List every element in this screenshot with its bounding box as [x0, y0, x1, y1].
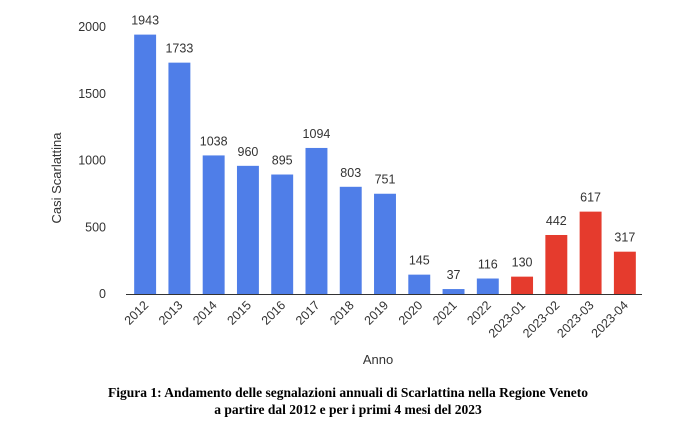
x-tick-label-2017: 2017 — [293, 298, 323, 328]
y-axis: 0 500 1000 1500 2000 — [78, 20, 106, 301]
data-label-2023-03: 617 — [580, 191, 601, 205]
x-axis-title: Anno — [363, 352, 393, 367]
data-label-2022: 116 — [478, 258, 498, 272]
y-tick-label: 1500 — [78, 87, 106, 101]
x-tick-label-2021: 2021 — [430, 298, 460, 328]
data-label-2023-02: 442 — [546, 214, 567, 228]
bar-2012 — [134, 34, 157, 295]
x-tick-label-2015: 2015 — [224, 298, 254, 328]
y-tick-label: 0 — [99, 287, 106, 301]
x-tick-label-2013: 2013 — [156, 298, 186, 328]
y-tick-label: 500 — [85, 220, 106, 234]
value-labels-group: 1943 1733 1038 960 895 1094 803 751 145 37 116 130 4… — [131, 14, 635, 282]
figure-caption: Figura 1: Andamento delle segnalazioni a… — [0, 384, 696, 418]
data-label-2020: 145 — [409, 254, 430, 268]
data-label-2023-01: 130 — [512, 256, 533, 270]
data-label-2013: 1733 — [165, 42, 193, 56]
x-tick-label-2018: 2018 — [327, 298, 357, 328]
bar-2021 — [442, 289, 465, 294]
bar-2013 — [168, 62, 191, 294]
bar-chart-svg: 0 500 1000 1500 2000 1943 1733 1038 960 895 1094 8… — [49, 14, 642, 367]
data-label-2019: 751 — [375, 173, 396, 187]
x-tick-label-2023-01: 2023-01 — [486, 298, 528, 340]
bar-2023-04 — [613, 251, 636, 294]
bar-2020 — [408, 274, 431, 294]
data-label-2015: 960 — [238, 145, 259, 159]
data-label-2017: 1094 — [303, 127, 331, 141]
x-tick-labels-group: 2012 2013 2014 2015 2016 2017 2018 2019 2020 2021… — [122, 298, 631, 340]
y-tick-label: 1000 — [78, 154, 106, 168]
y-axis-title: Casi Scarlattina — [49, 132, 64, 224]
bar-2015 — [236, 165, 259, 294]
x-tick-label-2016: 2016 — [259, 298, 289, 328]
bar-2018 — [339, 186, 362, 294]
x-tick-label-2023-03: 2023-03 — [554, 298, 596, 340]
bars-group — [134, 34, 636, 295]
bar-2017 — [305, 147, 328, 294]
bar-2014 — [202, 155, 225, 294]
data-label-2023-04: 317 — [614, 231, 635, 245]
x-tick-label-2022: 2022 — [464, 298, 494, 328]
y-tick-label: 2000 — [78, 20, 106, 34]
data-label-2016: 895 — [272, 154, 293, 168]
data-label-2018: 803 — [340, 166, 361, 180]
bar-2023-02 — [545, 234, 568, 294]
chart: 0 500 1000 1500 2000 1943 1733 1038 960 895 1094 8… — [49, 14, 642, 367]
bar-2016 — [271, 174, 294, 294]
data-label-2012: 1943 — [131, 14, 159, 28]
bar-2023-01 — [511, 276, 534, 294]
bar-2019 — [374, 193, 396, 294]
x-tick-label-2012: 2012 — [122, 298, 152, 328]
x-tick-label-2023-04: 2023-04 — [589, 298, 631, 340]
x-tick-label-2020: 2020 — [396, 298, 426, 328]
caption-line-1: Figura 1: Andamento delle segnalazioni a… — [107, 385, 589, 400]
x-tick-label-2014: 2014 — [190, 298, 220, 328]
x-tick-label-2023-02: 2023-02 — [520, 298, 562, 340]
x-tick-label-2019: 2019 — [362, 298, 392, 328]
data-label-2021: 37 — [447, 268, 461, 282]
caption-line-2: a partire dal 2012 e per i primi 4 mesi … — [214, 402, 482, 417]
bar-2023-03 — [579, 211, 602, 294]
bar-2022 — [476, 278, 499, 294]
data-label-2014: 1038 — [200, 134, 228, 148]
